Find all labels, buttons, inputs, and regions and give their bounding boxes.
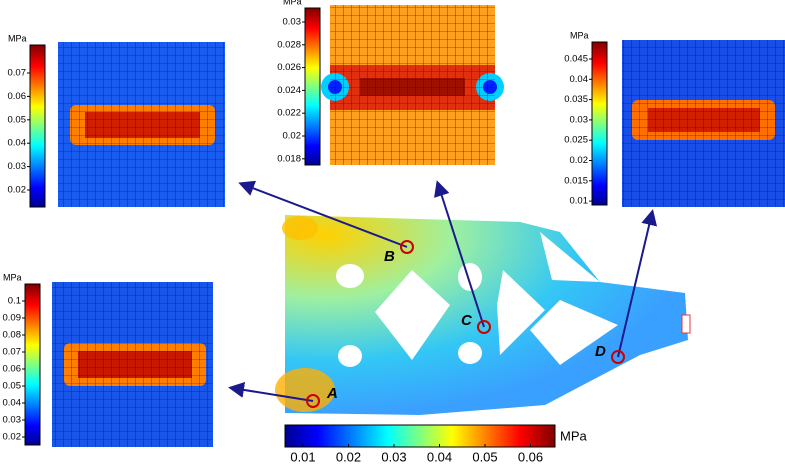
tick-label: 0.06 (3, 364, 22, 375)
point-label: A (326, 385, 338, 402)
colorbar (29, 44, 46, 208)
tick-label: 0.03 (283, 17, 302, 28)
colorbar (24, 283, 41, 446)
tick-label: 0.02 (3, 432, 22, 443)
tick-label: 0.02 (570, 155, 589, 166)
tick-label: 0.03 (381, 449, 406, 464)
tick-label: 0.022 (277, 108, 301, 119)
tick-label: 0.04 (427, 449, 452, 464)
tick-label: 0.06 (518, 449, 543, 464)
tick-label: 0.07 (8, 68, 27, 79)
tick-label: 0.05 (472, 449, 497, 464)
tick-label: 0.01 (570, 196, 589, 207)
arrows (228, 180, 658, 402)
tick-label: 0.06 (8, 91, 27, 102)
tick-label: 0.03 (8, 161, 27, 172)
inset-image (321, 5, 504, 165)
tick-label: 0.02 (8, 185, 27, 196)
tick-label: 0.05 (3, 381, 22, 392)
point-label: B (384, 248, 395, 265)
tick-label: 0.03 (570, 114, 589, 125)
inset-image (58, 42, 225, 207)
tick-label: 0.024 (277, 85, 301, 96)
tick-label: 0.08 (3, 330, 22, 341)
tick-label: 0.01 (290, 449, 315, 464)
tick-label: 0.07 (3, 347, 22, 358)
tick-label: 0.015 (564, 175, 588, 186)
colorbar (284, 424, 556, 448)
colorbar-unit: MPa (570, 30, 589, 40)
tick-label: 0.028 (277, 39, 301, 50)
inset-image (52, 282, 213, 447)
tick-label: 0.04 (570, 74, 589, 85)
tick-label: 0.045 (564, 54, 588, 65)
colorbar-unit: MPa (283, 0, 302, 6)
point-label: C (461, 312, 473, 329)
colorbar (591, 41, 608, 206)
tick-label: 0.03 (3, 415, 22, 426)
tick-label: 0.1 (8, 296, 21, 307)
tick-label: 0.035 (564, 94, 588, 105)
tick-label: 0.05 (8, 114, 27, 125)
colorbar (304, 7, 321, 166)
tick-label: 0.025 (564, 135, 588, 146)
inset-image (622, 40, 785, 207)
colorbar-unit: MPa (560, 428, 588, 443)
tick-label: 0.026 (277, 62, 301, 73)
tick-label: 0.04 (8, 138, 27, 149)
tick-label: 0.04 (3, 398, 22, 409)
colorbar-unit: MPa (3, 272, 22, 282)
tick-label: 0.02 (336, 449, 361, 464)
tick-label: 0.018 (277, 153, 301, 164)
structure (275, 215, 691, 415)
probe-points (306, 240, 625, 408)
point-label: D (595, 343, 606, 360)
tick-label: 0.09 (3, 313, 22, 324)
tick-label: 0.02 (283, 131, 302, 142)
colorbar-unit: MPa (8, 33, 27, 43)
